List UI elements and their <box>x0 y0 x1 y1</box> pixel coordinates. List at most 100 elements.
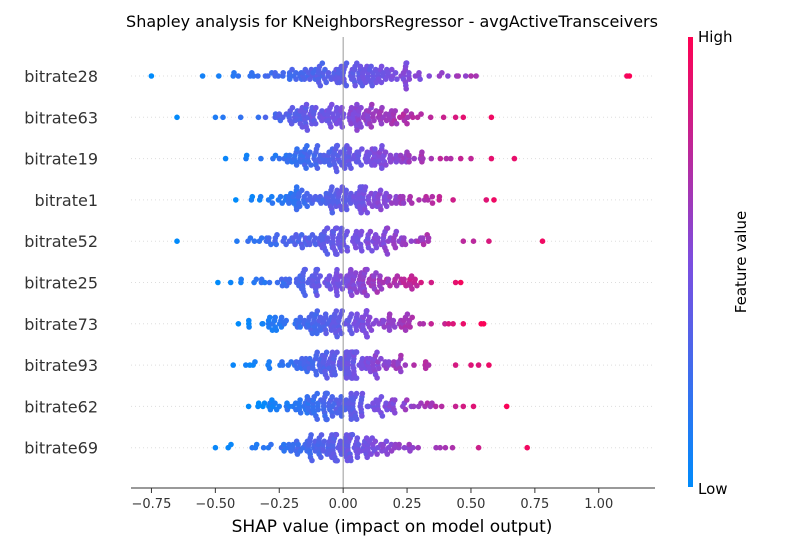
shap-point <box>364 308 370 314</box>
shap-point <box>379 143 385 149</box>
shap-point <box>432 403 439 410</box>
shap-point <box>339 184 346 190</box>
shap-point <box>273 241 280 248</box>
shap-point <box>380 279 387 286</box>
shap-point <box>417 76 423 82</box>
shap-point <box>255 400 262 407</box>
shap-point <box>286 152 293 159</box>
shap-point <box>460 403 467 410</box>
shap-point <box>387 282 393 289</box>
shap-point <box>327 286 334 292</box>
shap-point <box>404 311 411 318</box>
shap-point <box>354 454 361 461</box>
shap-point <box>324 390 331 397</box>
shap-point <box>457 155 464 162</box>
shap-point <box>364 292 371 299</box>
shap-point <box>326 162 333 168</box>
shap-point <box>302 292 308 299</box>
shap-point <box>460 238 467 244</box>
x-tick-label: −0.50 <box>195 497 235 512</box>
colorbar <box>688 37 693 487</box>
shap-point <box>329 394 336 400</box>
shap-point <box>308 432 314 438</box>
shap-point <box>349 431 356 438</box>
shap-point <box>405 114 411 121</box>
shap-point <box>416 197 422 203</box>
shap-point <box>339 104 345 111</box>
shap-point <box>297 314 304 321</box>
shap-point <box>299 244 306 251</box>
shap-point <box>293 76 299 82</box>
shap-point <box>286 441 292 448</box>
feature-label: bitrate25 <box>24 274 98 293</box>
colorbar-high-label: High <box>698 28 732 46</box>
shap-point <box>353 244 359 251</box>
shap-point <box>353 228 360 235</box>
shap-point <box>297 397 303 403</box>
shap-point <box>409 200 415 206</box>
feature-row-bitrate69: bitrate69 <box>24 431 655 464</box>
shap-point <box>436 193 443 200</box>
shap-point <box>344 228 351 235</box>
shap-point <box>249 193 256 200</box>
shap-point <box>334 225 340 231</box>
shap-point <box>321 152 327 159</box>
shap-point <box>460 114 467 121</box>
shap-point <box>409 314 416 321</box>
shap-point <box>343 375 350 381</box>
shap-point <box>293 162 300 168</box>
shap-point <box>384 251 391 257</box>
shap-point <box>343 60 350 66</box>
feature-label: bitrate28 <box>24 67 98 86</box>
shap-point <box>312 235 319 241</box>
shap-point <box>328 124 334 130</box>
feature-row-bitrate28: bitrate28 <box>24 60 655 92</box>
shap-point <box>334 104 340 111</box>
shap-point <box>448 155 454 162</box>
shap-point <box>280 114 286 121</box>
shap-point <box>334 266 340 273</box>
shap-point <box>406 70 412 76</box>
shap-point <box>427 114 434 121</box>
shap-point <box>289 104 296 111</box>
feature-row-bitrate63: bitrate63 <box>24 101 655 133</box>
shap-point <box>473 73 479 79</box>
shap-point <box>246 324 252 330</box>
shap-point <box>393 228 400 235</box>
shap-point <box>383 203 390 210</box>
shap-point <box>266 359 273 365</box>
shap-point <box>321 438 328 445</box>
shap-point <box>297 324 304 330</box>
shap-point <box>306 397 313 403</box>
shap-point <box>378 206 384 213</box>
shap-point <box>266 365 273 372</box>
shap-point <box>407 193 414 200</box>
shap-point <box>452 403 459 410</box>
shap-point <box>400 200 407 206</box>
x-axis-ticks: −0.75 −0.50 −0.25 0.00 0.25 0.50 0.75 1.00 <box>132 488 613 512</box>
shap-point <box>357 63 364 70</box>
shap-point <box>359 390 366 397</box>
shap-point <box>304 203 311 210</box>
shap-point <box>379 165 385 171</box>
shap-point <box>483 197 490 203</box>
shap-point <box>333 431 340 438</box>
shap-point <box>304 127 311 133</box>
shap-point <box>346 146 353 152</box>
shap-point <box>393 282 400 289</box>
shap-point <box>419 149 425 155</box>
shap-point <box>233 197 239 203</box>
feature-label: bitrate52 <box>24 232 98 251</box>
feature-row-bitrate25: bitrate25 <box>24 266 655 299</box>
shap-point <box>257 193 264 200</box>
shap-point <box>442 444 449 451</box>
shap-point <box>380 317 387 324</box>
shap-point <box>323 79 330 86</box>
shap-point <box>303 101 310 108</box>
shap-point <box>283 317 290 324</box>
feature-row-bitrate52: bitrate52 <box>24 225 655 257</box>
shap-point <box>457 279 464 286</box>
shap-point <box>420 241 427 248</box>
shap-point <box>289 66 295 73</box>
